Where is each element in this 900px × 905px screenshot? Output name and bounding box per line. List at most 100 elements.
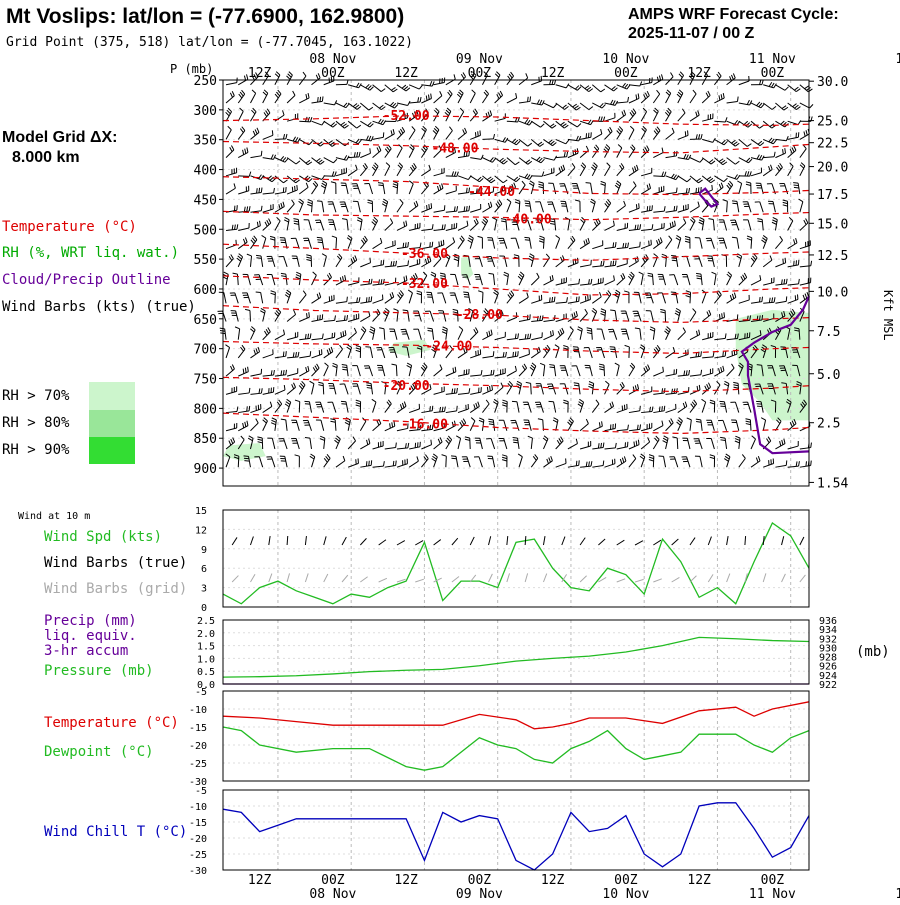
isotherm-label: -16.00 (401, 417, 448, 432)
wind-barb-flag (487, 387, 488, 392)
height-tick-label: 1.54 (817, 476, 848, 491)
wind-barb-flag (342, 365, 347, 366)
wind-barb-flag (496, 72, 500, 76)
pressure-tick-label: 450 (194, 193, 217, 208)
top-tick-label: 12Z (687, 66, 711, 81)
wind-barb-flag (467, 188, 468, 193)
wind-barb-flag (310, 351, 311, 356)
wind-barb-flag (461, 74, 464, 78)
y-tick-label: -10 (189, 705, 207, 716)
bottom-date-label: 09 Nov (456, 887, 503, 900)
wind-barb (336, 238, 337, 249)
wind-barb-flag (403, 310, 408, 311)
wind-barb-flag (806, 461, 807, 466)
bottom-date-label: 10 Nov (602, 887, 649, 900)
dewpoint-label: Dewpoint (°C) (44, 744, 154, 760)
wind-barb-flag (615, 260, 616, 265)
rh70-swatch (89, 382, 135, 410)
wind-barb-flag (676, 151, 677, 156)
wind-barb-flag (794, 187, 799, 188)
bottom-tick-label: 12Z (248, 873, 272, 888)
wind-barb-flag (288, 74, 292, 78)
precip-tick-label: 2.0 (197, 629, 215, 640)
wind-barb-flag (283, 352, 284, 357)
wind-barb-flag (318, 97, 319, 102)
wind-barb-flag (452, 389, 453, 394)
wind-barbs-grid-label: Wind Barbs (grid) (44, 581, 187, 597)
precip-label-2: liq. equiv. (44, 628, 137, 644)
pressure-label: Pressure (mb) (44, 663, 154, 679)
wind-barb-flag (759, 297, 760, 302)
wind-barb-flag (662, 406, 663, 411)
wind-barb-flag (757, 365, 762, 366)
wind-barb-flag (615, 242, 616, 247)
wind-barb-flag (733, 73, 735, 78)
wind-barb-flag (659, 407, 660, 412)
wind-barb-flag (249, 388, 250, 393)
precip-tick-label: 1.0 (197, 654, 215, 665)
rh70-label: RH > 70% (2, 388, 70, 404)
wind-barb-flag (431, 203, 432, 208)
wind-barb (396, 365, 397, 376)
precip-tick-label: 2.5 (197, 616, 215, 627)
pressure-tick-label: 600 (194, 283, 217, 298)
wind-barb-flag (701, 351, 702, 356)
wind-barb-flag (661, 74, 662, 79)
wind-barb-flag (762, 315, 763, 320)
bottom-tick-label: 00Z (614, 873, 638, 888)
pressure-tick-label: 900 (194, 462, 217, 477)
wind-barb-flag (305, 437, 310, 438)
wind-barb-flag (430, 406, 431, 411)
wind-barb-flag (524, 237, 529, 238)
top-date-label: 10 Nov (602, 52, 649, 67)
wind-barb-flag (701, 370, 702, 375)
wind-barb-flag (671, 258, 676, 259)
pressure-tick-label: 800 (194, 402, 217, 417)
wind-barb-flag (718, 72, 721, 76)
wind-barb-flag (342, 367, 347, 368)
y-tick-label: 6 (201, 564, 207, 575)
wind-barb-flag (810, 104, 813, 108)
wind-barb-true (525, 536, 526, 545)
wind-barb-flag (457, 406, 458, 411)
wind-barb-flag (723, 352, 724, 357)
wind-barb-flag (671, 255, 676, 256)
bottom-date-label: 12 Nov (895, 887, 900, 900)
wind-barb-flag (284, 385, 285, 390)
height-tick-label: 12.5 (817, 249, 848, 264)
wind-barb-flag (491, 370, 492, 375)
bottom-tick-label: 12Z (541, 873, 565, 888)
wind-barb-flag (664, 406, 665, 411)
wind-barb-flag (525, 206, 530, 207)
wind-barb-flag (371, 296, 372, 301)
pressure-tick-label: 250 (194, 74, 217, 89)
precip-label: Precip (mm) (44, 613, 137, 629)
wind-barb-flag (670, 72, 673, 76)
wind-barb-flag (366, 297, 367, 302)
wind-barb-flag (674, 151, 675, 156)
y-tick-label: 0 (201, 603, 207, 614)
height-tick-label: 7.5 (817, 325, 840, 340)
wind-barb-flag (674, 206, 675, 211)
wind-barb (238, 176, 249, 177)
wind-barb-flag (493, 370, 494, 375)
top-date-label: 11 Nov (749, 52, 796, 67)
y-tick-label: -20 (189, 741, 207, 752)
panel-background (223, 80, 809, 486)
wind-barb-flag (760, 315, 761, 320)
y-tick-label: -15 (189, 818, 207, 829)
wind-barb-flag (492, 385, 493, 390)
wind-barb-flag (732, 237, 737, 238)
wind-barb-flag (366, 461, 367, 466)
isotherm-label: -32.00 (401, 277, 448, 292)
wind-barb-flag (272, 130, 273, 135)
wind-barb-flag (320, 97, 321, 102)
wind-barb-flag (811, 261, 812, 266)
height-tick-label: 25.0 (817, 115, 848, 130)
wind-barb-flag (719, 314, 720, 319)
wind-barb-flag (679, 74, 682, 78)
wind-barb-flag (261, 206, 262, 211)
wind-barb-flag (579, 460, 580, 465)
top-tick-label: 12Z (541, 66, 565, 81)
